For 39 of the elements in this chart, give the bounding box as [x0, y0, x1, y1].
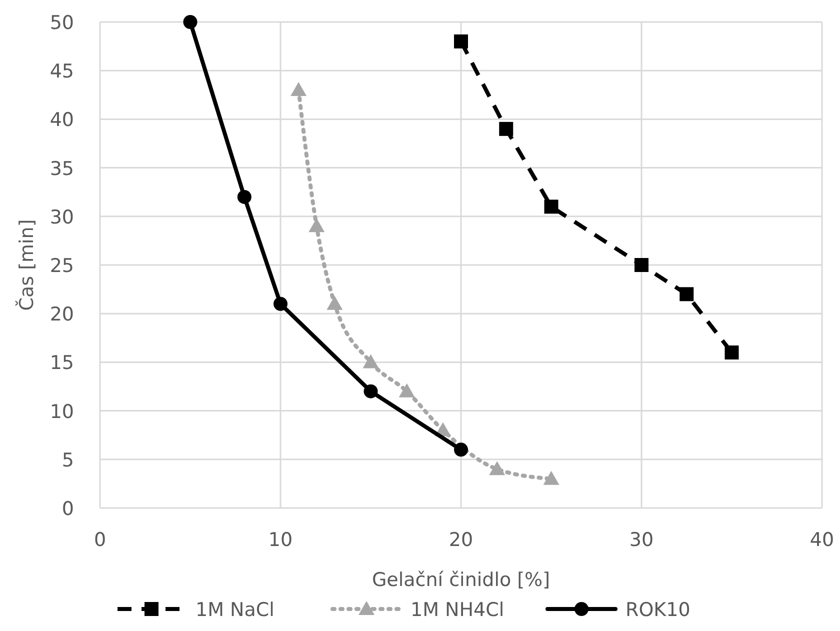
y-tick-label: 10	[50, 400, 74, 423]
y-tick-label: 50	[50, 12, 74, 34]
x-tick-label: 30	[629, 529, 654, 551]
y-tick-label: 5	[62, 449, 74, 472]
y-tick-label: 25	[50, 255, 74, 277]
y-axis-title: Čas [min]	[15, 219, 38, 311]
y-tick-label: 40	[50, 109, 74, 132]
x-tick-label: 20	[448, 529, 474, 551]
x-tick-label: 40	[810, 529, 834, 551]
point	[274, 296, 288, 311]
y-tick-label: 45	[50, 60, 74, 83]
legend-label: 1M NaCl	[196, 599, 274, 621]
point	[237, 190, 252, 204]
point	[183, 15, 198, 29]
point	[290, 82, 307, 96]
x-axis-title: Gelační činidlo [%]	[372, 569, 550, 591]
y-tick-label: 30	[50, 206, 74, 228]
y-tick-label: 20	[50, 304, 74, 326]
point	[680, 287, 694, 302]
x-tick-label: 0	[94, 529, 106, 551]
point	[543, 470, 560, 485]
point	[454, 34, 468, 48]
y-tick-label: 35	[50, 158, 74, 180]
point	[454, 442, 468, 457]
point	[308, 218, 325, 232]
legend-label: ROK10	[626, 599, 690, 621]
point	[362, 354, 379, 368]
point	[489, 461, 506, 476]
point	[326, 296, 343, 310]
x-tick-label: 10	[268, 529, 293, 551]
point	[398, 383, 415, 398]
legend-label: 1M NH4Cl	[410, 599, 504, 621]
point	[544, 200, 558, 214]
point	[724, 345, 739, 360]
y-tick-label: 0	[62, 498, 74, 520]
point	[634, 258, 648, 272]
y-tick-label: 15	[50, 352, 74, 374]
point	[499, 122, 514, 136]
point	[364, 384, 378, 398]
